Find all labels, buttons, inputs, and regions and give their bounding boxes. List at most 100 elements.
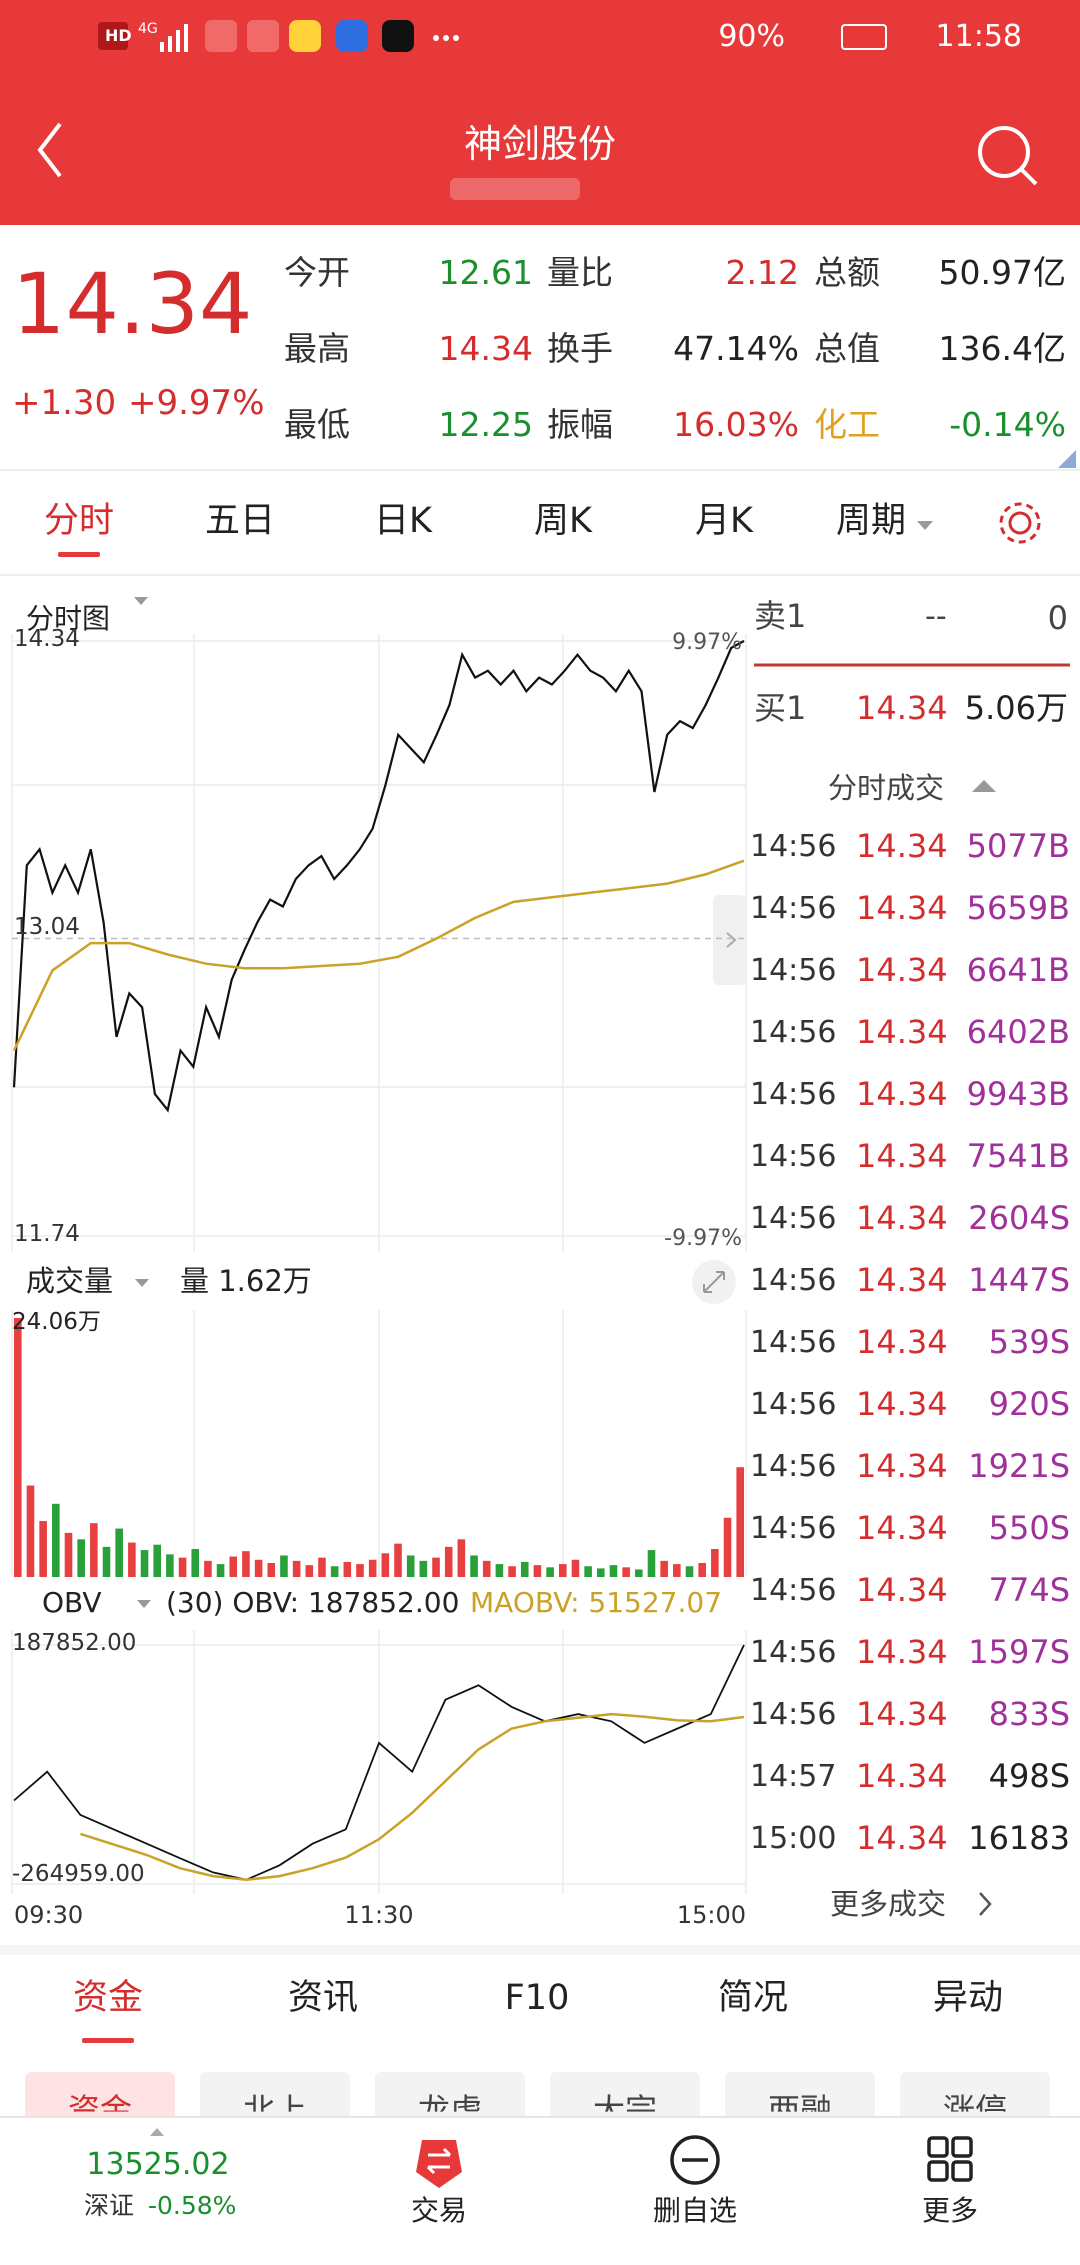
volume-bar (318, 1557, 326, 1577)
trade-price: 14.34 (856, 1633, 948, 1672)
signal-icon (160, 24, 188, 52)
battery-level: 90% (718, 19, 785, 54)
chart-tab[interactable]: 月K (695, 500, 753, 541)
handle-arrow (726, 932, 737, 948)
volume-bar (470, 1555, 478, 1577)
trade-price: 14.34 (856, 1447, 948, 1486)
trade-price: 14.34 (856, 1323, 948, 1362)
volume-bar (52, 1503, 60, 1577)
trade-price: 14.34 (856, 1695, 948, 1734)
back-icon[interactable] (37, 122, 62, 178)
chart-tab[interactable]: 周期 (835, 500, 907, 541)
volume-bar (166, 1554, 174, 1577)
nav-item[interactable]: 删自选 (652, 2193, 738, 2227)
index-value: 13525.02 (86, 2147, 230, 2182)
dropdown-icon (137, 1600, 151, 1608)
volume-bar (622, 1567, 630, 1577)
trade-time: 14:56 (750, 890, 837, 926)
volume-bar (229, 1556, 238, 1577)
trade-volume: 498S (988, 1757, 1070, 1796)
remove-icon[interactable] (670, 2135, 720, 2185)
more-arrow (979, 1892, 992, 1916)
chart-tab[interactable]: 分时 (43, 500, 115, 541)
section-tab[interactable]: 资金 (72, 1977, 144, 2018)
stat-label: 量比 (547, 252, 613, 292)
chart-tab[interactable]: 周K (534, 500, 592, 541)
price-line (12, 640, 745, 1113)
volume-bar (596, 1568, 605, 1577)
volume-bar (723, 1517, 732, 1577)
volume-title[interactable]: 成交量 (26, 1264, 114, 1298)
volume-bar (330, 1566, 339, 1577)
chart-title[interactable]: 分时图 (26, 602, 111, 635)
trade-volume: 2604S (968, 1199, 1070, 1238)
x-tick-label: 09:30 (14, 1900, 84, 1929)
search-icon[interactable] (978, 126, 1038, 186)
section-tab[interactable]: F10 (504, 1977, 570, 2018)
buy-volume: 5.06万 (964, 689, 1068, 727)
trade-icon[interactable] (416, 2140, 462, 2188)
sub-tab[interactable]: 资金 (67, 2091, 133, 2130)
obv-title[interactable]: OBV (42, 1586, 102, 1619)
trade-volume: 539S (988, 1323, 1070, 1362)
more-trades[interactable]: 更多成交 (830, 1887, 947, 1921)
stat-value: -0.14% (949, 404, 1066, 444)
section-tab[interactable]: 简况 (717, 1977, 789, 2018)
trade-price: 14.34 (856, 1261, 948, 1300)
trade-price: 14.34 (856, 889, 948, 928)
volume-bar (153, 1544, 162, 1577)
y-tick-label: 11.74 (14, 1221, 80, 1248)
volume-bar (457, 1539, 466, 1577)
battery-icon (841, 24, 887, 50)
stat-value: 136.4亿 (938, 328, 1066, 368)
pct-top: 9.97% (672, 630, 742, 655)
trade-time: 14:56 (750, 1510, 837, 1546)
trade-volume: 550S (988, 1509, 1070, 1548)
volume-bar (660, 1560, 668, 1577)
sub-tab[interactable]: 两融 (767, 2091, 833, 2130)
nav-item[interactable]: 交易 (410, 2193, 468, 2227)
trade-volume: 1597S (968, 1633, 1070, 1672)
sub-tab[interactable]: 北上 (242, 2091, 308, 2130)
more-icon[interactable] (927, 2136, 973, 2182)
volume-max: 24.06万 (12, 1309, 101, 1335)
index-name: 深证 (84, 2191, 135, 2220)
chart-tab[interactable]: 日K (374, 500, 432, 541)
sub-tab[interactable]: 大宗 (592, 2091, 658, 2130)
nav-item[interactable]: 更多 (921, 2193, 979, 2227)
chart-tab[interactable]: 五日 (204, 500, 276, 541)
price-change-pct: +9.97% (128, 383, 265, 423)
stat-label: 今开 (284, 252, 350, 292)
volume-bar (546, 1567, 554, 1577)
trade-time: 14:56 (750, 952, 837, 988)
stat-label: 总额 (814, 252, 880, 292)
volume-bar (508, 1566, 516, 1577)
volume-bar (698, 1563, 706, 1577)
stat-label: 换手 (547, 328, 613, 368)
trade-time: 14:56 (750, 1262, 837, 1298)
trade-time: 14:56 (750, 828, 837, 864)
settings-icon[interactable] (999, 502, 1041, 544)
buy-label: 买1 (754, 689, 807, 727)
volume-bar (39, 1521, 47, 1577)
trade-volume: 16183 (968, 1819, 1070, 1858)
sub-tab[interactable]: 涨停 (942, 2091, 1008, 2130)
y-tick-label: 13.04 (14, 913, 80, 940)
trade-time: 14:56 (750, 1076, 837, 1112)
scroll-handle[interactable] (713, 895, 746, 985)
section-tab[interactable]: 资讯 (287, 1977, 359, 2018)
stat-label: 最高 (284, 328, 350, 368)
trade-time: 14:56 (750, 1634, 837, 1670)
network-label: 4G (138, 21, 158, 37)
trade-price: 14.34 (856, 1757, 948, 1796)
blurred-code (450, 178, 580, 200)
volume-bar (533, 1565, 542, 1577)
dropdown-icon (917, 521, 933, 530)
volume-bar (635, 1569, 643, 1577)
y-tick-label: 14.34 (14, 626, 80, 653)
section-tab[interactable]: 异动 (932, 1977, 1004, 2018)
volume-bar (673, 1564, 681, 1577)
sub-tab[interactable]: 龙虎 (417, 2091, 483, 2130)
trade-price: 14.34 (856, 1571, 948, 1610)
